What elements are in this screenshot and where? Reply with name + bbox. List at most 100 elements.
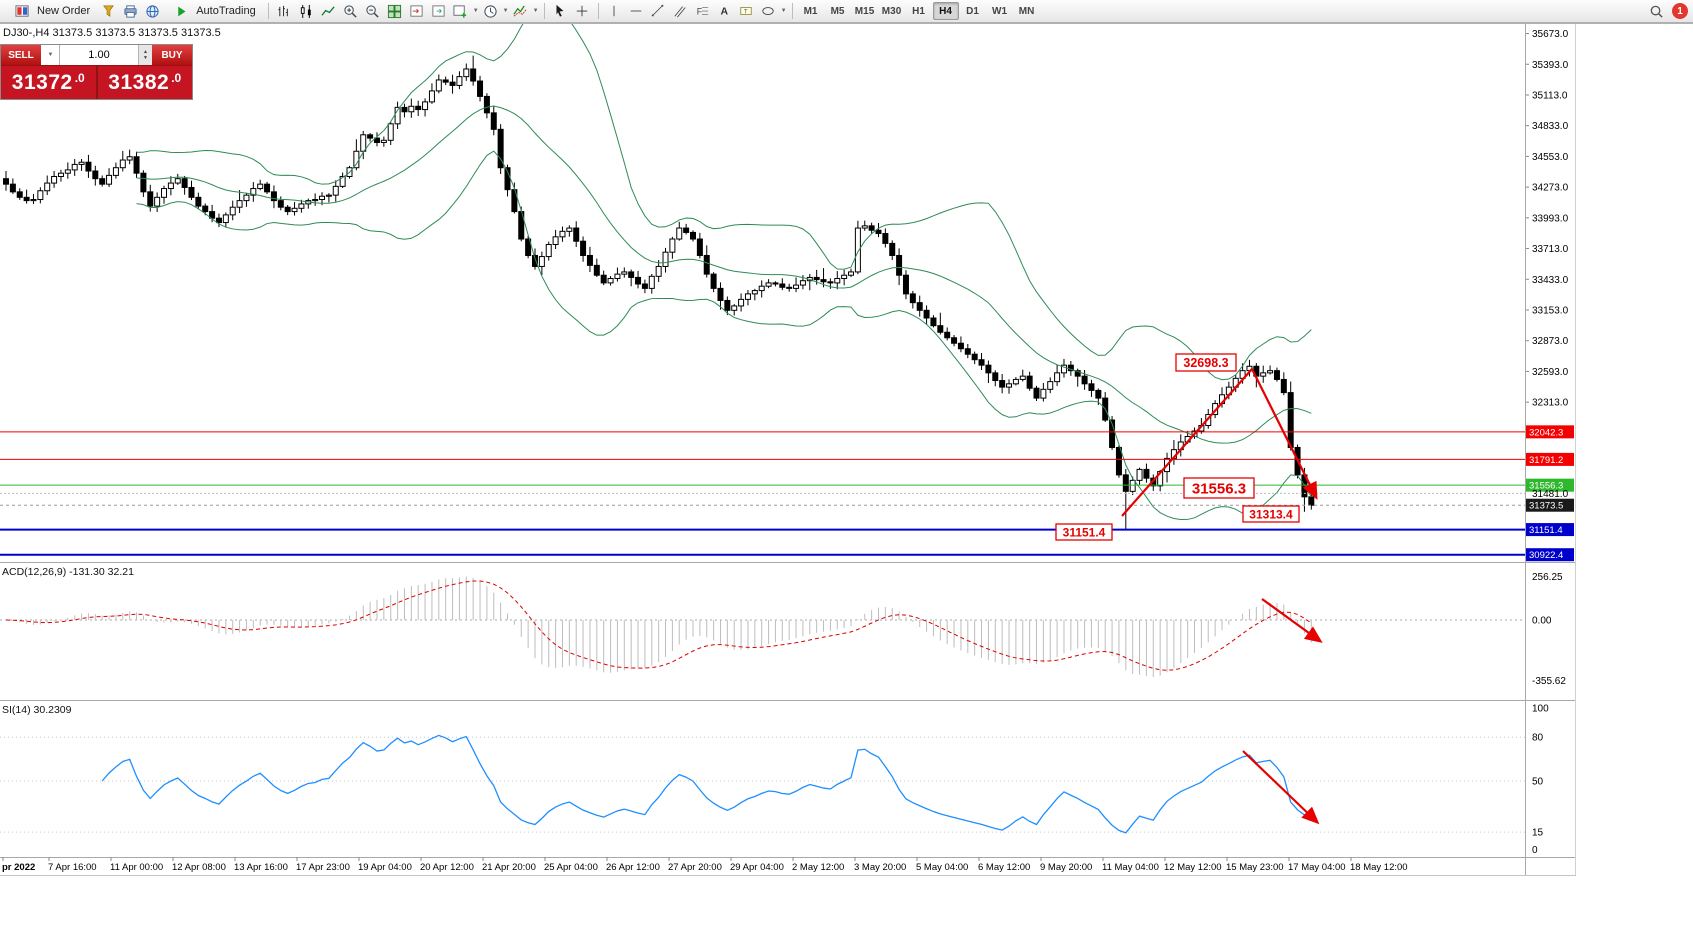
trendline-tool-icon[interactable] xyxy=(648,1,669,21)
candle xyxy=(161,188,168,198)
candle xyxy=(236,200,243,208)
trend-arrow[interactable] xyxy=(1261,598,1323,643)
new-order-button[interactable]: New Order xyxy=(5,1,97,21)
candle xyxy=(373,137,380,143)
period-clock-icon[interactable] xyxy=(480,1,501,21)
buy-button[interactable]: BUY xyxy=(152,45,192,65)
candle xyxy=(154,196,161,207)
step-down-icon[interactable]: ▼ xyxy=(143,55,148,61)
price-tick-label: 34553.0 xyxy=(1532,152,1569,163)
zoom-in-icon[interactable] xyxy=(340,1,361,21)
candle xyxy=(44,182,51,192)
cursor-icon[interactable] xyxy=(550,1,571,21)
candle xyxy=(1109,419,1116,448)
timeframe-h4[interactable]: H4 xyxy=(932,2,959,20)
timeframe-mn[interactable]: MN xyxy=(1014,2,1040,20)
timeframe-m15[interactable]: M15 xyxy=(852,2,878,20)
chevron-down-icon[interactable]: ▼ xyxy=(780,8,787,14)
timeframe-d1[interactable]: D1 xyxy=(960,2,986,20)
rsi-scale-label: 50 xyxy=(1532,777,1544,788)
fibonacci-tool-icon[interactable]: F xyxy=(692,1,713,21)
candle xyxy=(167,182,174,190)
timeframe-m30[interactable]: M30 xyxy=(879,2,905,20)
channel-tool-icon[interactable] xyxy=(670,1,691,21)
price-annotation-box[interactable] xyxy=(1055,523,1113,541)
text-tool-icon[interactable]: A xyxy=(714,1,735,21)
step-up-icon[interactable]: ▲ xyxy=(143,49,148,55)
candlestick-chart-icon[interactable] xyxy=(296,1,317,21)
candle xyxy=(971,353,978,361)
sell-price[interactable]: 31372.0 xyxy=(1,66,96,99)
volume-stepper[interactable]: ▲ ▼ xyxy=(138,45,152,65)
buy-price[interactable]: 31382.0 xyxy=(97,66,192,99)
auto-scroll-icon[interactable] xyxy=(428,1,449,21)
candle xyxy=(999,380,1006,388)
candle xyxy=(985,364,992,374)
timeframe-w1[interactable]: W1 xyxy=(987,2,1013,20)
candle xyxy=(545,244,552,258)
chevron-down-icon[interactable]: ▼ xyxy=(472,8,479,14)
globe-icon[interactable] xyxy=(142,1,163,21)
timeframe-m1[interactable]: M1 xyxy=(798,2,824,20)
notification-badge[interactable]: 1 xyxy=(1672,3,1688,19)
vertical-line-tool-icon[interactable] xyxy=(604,1,625,21)
volume-dropdown[interactable]: ▼ xyxy=(41,45,60,65)
candle xyxy=(57,172,64,177)
price-tag-label: 31556.3 xyxy=(1529,481,1563,492)
time-label: 2 May 12:00 xyxy=(792,862,844,873)
chevron-down-icon[interactable]: ▼ xyxy=(532,8,539,14)
sell-button[interactable]: SELL xyxy=(1,45,41,65)
candle xyxy=(600,274,607,284)
trend-arrow[interactable] xyxy=(1121,368,1253,517)
price-annotation-box[interactable] xyxy=(1242,505,1300,523)
new-chart-icon[interactable] xyxy=(450,1,471,21)
new-order-icon xyxy=(12,1,33,21)
search-icon[interactable] xyxy=(1646,1,1667,21)
svg-text:F: F xyxy=(697,7,702,17)
line-chart-icon[interactable] xyxy=(318,1,339,21)
candle xyxy=(30,199,37,202)
price-tick-label: 34273.0 xyxy=(1532,183,1569,194)
autotrading-button[interactable]: AutoTrading xyxy=(164,1,263,21)
trend-arrow[interactable] xyxy=(1251,368,1318,500)
candle xyxy=(765,282,772,287)
candle xyxy=(875,229,882,235)
autotrading-label: AutoTrading xyxy=(196,5,256,17)
candle xyxy=(456,76,463,86)
price-annotation-label: 31151.4 xyxy=(1063,525,1106,539)
candle xyxy=(229,206,236,216)
printer-icon[interactable] xyxy=(120,1,141,21)
candle xyxy=(1143,468,1150,479)
timeframe-h1[interactable]: H1 xyxy=(906,2,932,20)
zoom-out-icon[interactable] xyxy=(362,1,383,21)
price-annotation-box[interactable] xyxy=(1183,477,1255,499)
time-axis[interactable]: pr 2022 7 Apr 16:00 11 Apr 00:00 12 Apr 08:… xyxy=(2,857,1408,873)
candle xyxy=(703,254,710,275)
timeframe-m5[interactable]: M5 xyxy=(825,2,851,20)
candle xyxy=(243,194,250,202)
shapes-tool-icon[interactable] xyxy=(758,1,779,21)
volume-input[interactable] xyxy=(60,45,138,65)
candle xyxy=(422,101,429,111)
candle xyxy=(291,207,298,213)
candle xyxy=(401,106,408,113)
price-annotation-box[interactable] xyxy=(1175,353,1237,372)
time-label: 17 May 04:00 xyxy=(1288,862,1346,873)
rsi-scale-label: 0 xyxy=(1532,845,1538,856)
tile-windows-icon[interactable] xyxy=(384,1,405,21)
trend-arrow[interactable] xyxy=(1242,750,1320,825)
candle xyxy=(848,271,855,276)
funnel-icon[interactable] xyxy=(98,1,119,21)
crosshair-icon[interactable] xyxy=(572,1,593,21)
horizontal-line-tool-icon[interactable] xyxy=(626,1,647,21)
bar-chart-icon[interactable] xyxy=(274,1,295,21)
indicators-icon[interactable] xyxy=(510,1,531,21)
chart-shift-icon[interactable] xyxy=(406,1,427,21)
text-label-tool-icon[interactable]: T xyxy=(736,1,757,21)
candle xyxy=(442,79,449,83)
chevron-down-icon[interactable]: ▼ xyxy=(502,8,509,14)
candle xyxy=(978,359,985,366)
price-scale[interactable]: 35673.0 35393.0 35113.0 34833.0 34553.0 34273… xyxy=(1526,29,1574,562)
toolbar-separator xyxy=(267,3,269,19)
